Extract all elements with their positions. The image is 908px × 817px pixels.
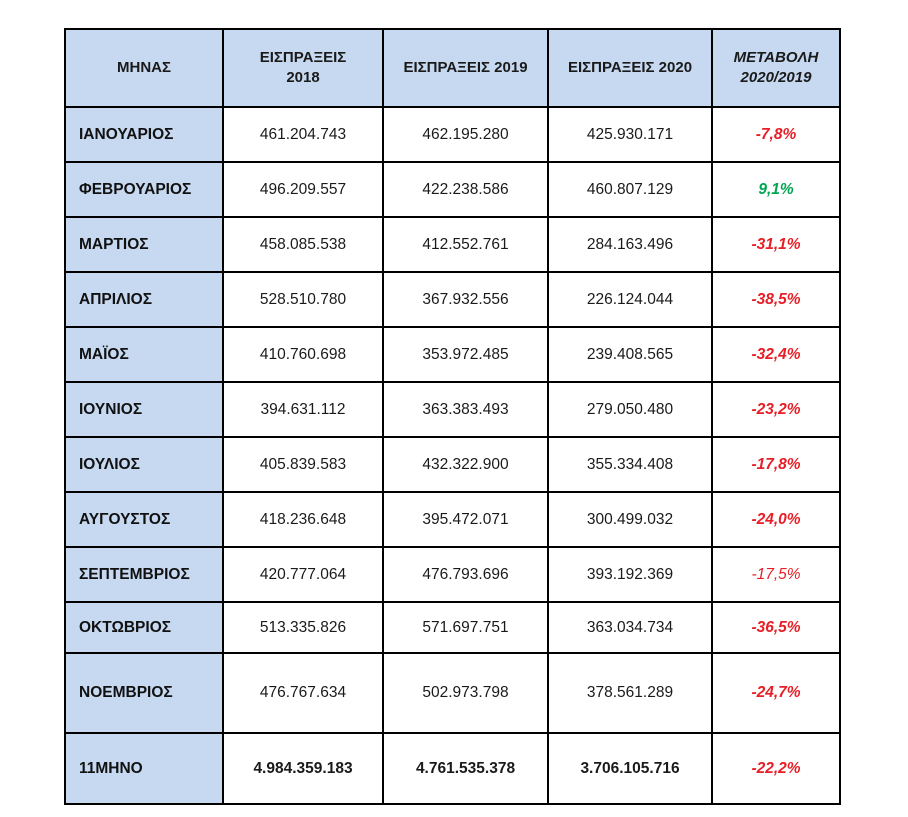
value-2019: 353.972.485 — [382, 326, 549, 383]
value-2018: 4.984.359.183 — [222, 732, 384, 805]
value-2018: 528.510.780 — [222, 271, 384, 328]
header-row: ΜΗΝΑΣ ΕΙΣΠΡΑΞΕΙΣ 2018 ΕΙΣΠΡΑΞΕΙΣ 2019 ΕΙ… — [64, 28, 841, 108]
table-row: ΑΥΓΟΥΣΤΟΣ 418.236.648 395.472.071 300.499.0… — [64, 491, 841, 548]
value-2019: 476.793.696 — [382, 546, 549, 603]
table-row: ΙΑΝΟΥΑΡΙΟΣ 461.204.743 462.195.280 425.930.… — [64, 106, 841, 163]
value-2018: 405.839.583 — [222, 436, 384, 493]
value-2019: 412.552.761 — [382, 216, 549, 273]
month-label: ΣΕΠΤΕΜΒΡΙΟΣ — [64, 546, 224, 603]
table-row: ΦΕΒΡΟΥΑΡΙΟΣ 496.209.557 422.238.586 460.807… — [64, 161, 841, 218]
value-2018: 394.631.112 — [222, 381, 384, 438]
value-2018: 458.085.538 — [222, 216, 384, 273]
change-value: -17,5% — [711, 546, 841, 603]
value-2019: 4.761.535.378 — [382, 732, 549, 805]
change-value: -7,8% — [711, 106, 841, 163]
month-label: ΦΕΒΡΟΥΑΡΙΟΣ — [64, 161, 224, 218]
month-label: ΜΑΡΤΙΟΣ — [64, 216, 224, 273]
value-2019: 462.195.280 — [382, 106, 549, 163]
change-value: 9,1% — [711, 161, 841, 218]
value-2018: 476.767.634 — [222, 652, 384, 734]
table-row: ΣΕΠΤΕΜΒΡΙΟΣ 420.777.064 476.793.696 393.192… — [64, 546, 841, 603]
change-value: -23,2% — [711, 381, 841, 438]
month-label: ΙΑΝΟΥΑΡΙΟΣ — [64, 106, 224, 163]
column-header-receipts-2019: ΕΙΣΠΡΑΞΕΙΣ 2019 — [382, 28, 549, 108]
value-2020: 284.163.496 — [547, 216, 713, 273]
value-2018: 410.760.698 — [222, 326, 384, 383]
column-header-month: ΜΗΝΑΣ — [64, 28, 224, 108]
table-row: ΜΑΪΟΣ 410.760.698 353.972.485 239.408.565 -3… — [64, 326, 841, 383]
table-row: ΙΟΥΛΙΟΣ 405.839.583 432.322.900 355.334.408… — [64, 436, 841, 493]
month-label: ΙΟΥΛΙΟΣ — [64, 436, 224, 493]
column-header-receipts-2018: ΕΙΣΠΡΑΞΕΙΣ 2018 — [222, 28, 384, 108]
change-value: -24,0% — [711, 491, 841, 548]
value-2020: 239.408.565 — [547, 326, 713, 383]
change-value: -22,2% — [711, 732, 841, 805]
value-2020: 363.034.734 — [547, 601, 713, 654]
value-2018: 420.777.064 — [222, 546, 384, 603]
table-row: ΙΟΥΝΙΟΣ 394.631.112 363.383.493 279.050.480… — [64, 381, 841, 438]
value-2020: 355.334.408 — [547, 436, 713, 493]
value-2020: 279.050.480 — [547, 381, 713, 438]
monthly-collections-table-wrap: ΜΗΝΑΣ ΕΙΣΠΡΑΞΕΙΣ 2018 ΕΙΣΠΡΑΞΕΙΣ 2019 ΕΙ… — [64, 28, 841, 805]
value-2019: 367.932.556 — [382, 271, 549, 328]
column-header-receipts-2020: ΕΙΣΠΡΑΞΕΙΣ 2020 — [547, 28, 713, 108]
value-2019: 571.697.751 — [382, 601, 549, 654]
change-value: -32,4% — [711, 326, 841, 383]
monthly-collections-table: ΜΗΝΑΣ ΕΙΣΠΡΑΞΕΙΣ 2018 ΕΙΣΠΡΑΞΕΙΣ 2019 ΕΙ… — [64, 28, 841, 805]
value-2020: 393.192.369 — [547, 546, 713, 603]
change-value: -24,7% — [711, 652, 841, 734]
month-label: ΑΠΡΙΛΙΟΣ — [64, 271, 224, 328]
month-label: ΟΚΤΩΒΡΙΟΣ — [64, 601, 224, 654]
value-2020: 3.706.105.716 — [547, 732, 713, 805]
table-row: ΜΑΡΤΙΟΣ 458.085.538 412.552.761 284.163.496… — [64, 216, 841, 273]
change-value: -17,8% — [711, 436, 841, 493]
month-label: ΜΑΪΟΣ — [64, 326, 224, 383]
table-row: ΝΟΕΜΒΡΙΟΣ 476.767.634 502.973.798 378.561.2… — [64, 652, 841, 734]
table-row: ΑΠΡΙΛΙΟΣ 528.510.780 367.932.556 226.124.04… — [64, 271, 841, 328]
value-2018: 513.335.826 — [222, 601, 384, 654]
value-2020: 226.124.044 — [547, 271, 713, 328]
value-2019: 422.238.586 — [382, 161, 549, 218]
total-label: 11ΜΗΝΟ — [64, 732, 224, 805]
change-value: -36,5% — [711, 601, 841, 654]
value-2020: 460.807.129 — [547, 161, 713, 218]
month-label: ΑΥΓΟΥΣΤΟΣ — [64, 491, 224, 548]
value-2019: 395.472.071 — [382, 491, 549, 548]
value-2018: 418.236.648 — [222, 491, 384, 548]
month-label: ΝΟΕΜΒΡΙΟΣ — [64, 652, 224, 734]
value-2019: 432.322.900 — [382, 436, 549, 493]
value-2020: 425.930.171 — [547, 106, 713, 163]
value-2020: 300.499.032 — [547, 491, 713, 548]
value-2018: 461.204.743 — [222, 106, 384, 163]
value-2020: 378.561.289 — [547, 652, 713, 734]
month-label: ΙΟΥΝΙΟΣ — [64, 381, 224, 438]
table-row: ΟΚΤΩΒΡΙΟΣ 513.335.826 571.697.751 363.034.7… — [64, 601, 841, 654]
value-2019: 502.973.798 — [382, 652, 549, 734]
value-2019: 363.383.493 — [382, 381, 549, 438]
value-2018: 496.209.557 — [222, 161, 384, 218]
total-row: 11ΜΗΝΟ 4.984.359.183 4.761.535.378 3.706.10… — [64, 732, 841, 805]
change-value: -31,1% — [711, 216, 841, 273]
change-value: -38,5% — [711, 271, 841, 328]
table-body: ΙΑΝΟΥΑΡΙΟΣ 461.204.743 462.195.280 425.930.… — [64, 106, 841, 805]
column-header-change-2020-2019: ΜΕΤΑΒΟΛΗ 2020/2019 — [711, 28, 841, 108]
